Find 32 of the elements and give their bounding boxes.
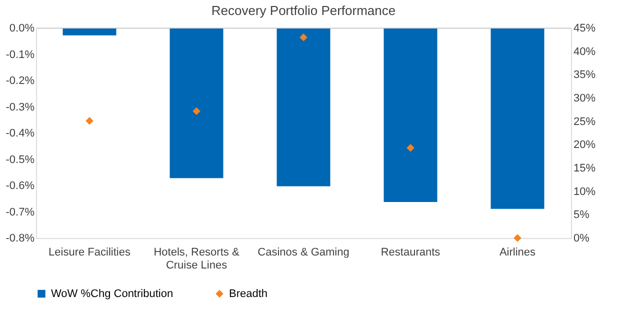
y2-tick-label: 35% bbox=[574, 69, 596, 82]
point bbox=[406, 144, 414, 152]
x-tick-label: Restaurants bbox=[380, 246, 441, 258]
y2-tick-label: 15% bbox=[574, 162, 596, 174]
y2-tick-label: 0% bbox=[574, 232, 590, 244]
y-tick-label: -0.6% bbox=[6, 180, 35, 192]
y-tick-label: -0.5% bbox=[6, 154, 35, 166]
legend-label: WoW %Chg Contribution bbox=[51, 288, 174, 300]
x-tick-label: Casinos & Gaming bbox=[258, 246, 350, 258]
point bbox=[300, 33, 308, 42]
y-tick-label: 0.0% bbox=[9, 22, 35, 34]
y2-tick-label: 45% bbox=[574, 22, 596, 34]
y-tick-label: -0.4% bbox=[6, 128, 35, 140]
x-tick-label: Hotels, Resorts & Cruise Lines bbox=[154, 246, 240, 272]
y2-tick-label: 10% bbox=[574, 186, 596, 198]
x-tick-label: Airlines bbox=[499, 246, 536, 258]
y-tick-label: -0.2% bbox=[6, 75, 35, 87]
point bbox=[192, 107, 200, 115]
chart-title: Recovery Portfolio Performance bbox=[211, 3, 396, 18]
y2-tick-label: 5% bbox=[574, 209, 590, 222]
y-tick-label: -0.1% bbox=[6, 48, 35, 61]
y2-tick-label: 40% bbox=[574, 46, 596, 58]
x-tick-label: Leisure Facilities bbox=[48, 246, 131, 258]
y2-tick-label: 30% bbox=[574, 92, 596, 104]
point bbox=[86, 116, 94, 125]
y2-tick-label: 20% bbox=[574, 139, 596, 152]
legend-label: Breadth bbox=[229, 288, 268, 300]
y-tick-label: -0.7% bbox=[6, 206, 35, 218]
y-tick-label: -0.3% bbox=[6, 101, 35, 114]
point bbox=[514, 234, 522, 242]
y2-tick-label: 25% bbox=[574, 116, 596, 128]
y-tick-label: -0.8% bbox=[6, 232, 35, 244]
